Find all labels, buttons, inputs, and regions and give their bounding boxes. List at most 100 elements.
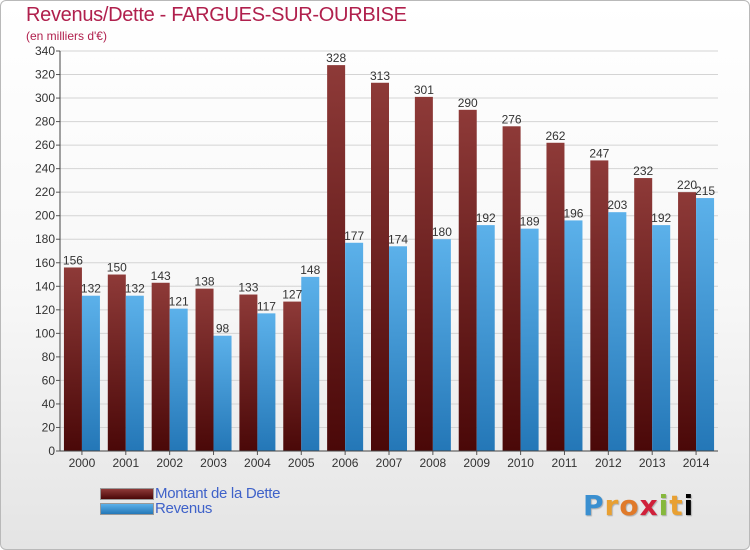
data-label-revenue: 180	[432, 225, 452, 239]
proxiti-logo: Proxiti	[583, 489, 695, 522]
x-tick-label: 2008	[420, 456, 447, 470]
bar-revenue	[652, 225, 671, 451]
bar-debt	[546, 142, 565, 451]
bar-debt	[63, 267, 82, 451]
y-tick-label: 220	[35, 185, 55, 199]
x-tick-label: 2000	[69, 456, 96, 470]
y-tick-label: 300	[35, 91, 55, 105]
y-tick-label: 160	[35, 256, 55, 270]
y-axis-ticks: 0 20 40 60 80 100 120 140 160 180 200 220 240 260 280 3…	[35, 44, 55, 458]
x-tick-label: 2013	[639, 456, 666, 470]
bar-revenue	[696, 198, 715, 451]
bar-debt	[371, 82, 389, 451]
y-tick-label: 20	[42, 420, 56, 434]
y-tick-label: 120	[35, 303, 55, 317]
data-label-debt: 220	[677, 178, 697, 192]
x-tick-label: 2006	[332, 456, 359, 470]
legend-label-debt: Montant de la Dette	[155, 485, 281, 502]
data-label-debt: 143	[151, 269, 171, 283]
data-label-debt: 276	[502, 112, 522, 126]
y-tick-label: 40	[42, 397, 56, 411]
x-tick-label: 2004	[244, 456, 271, 470]
x-tick-label: 2011	[552, 456, 578, 470]
bar-revenue	[564, 220, 583, 451]
bar-revenue	[389, 246, 407, 451]
y-tick-label: 100	[35, 326, 55, 340]
bar-debt	[590, 160, 609, 452]
data-label-revenue: 174	[388, 232, 408, 246]
bars	[63, 65, 715, 452]
data-label-debt: 127	[282, 288, 302, 302]
data-label-debt: 156	[63, 253, 83, 267]
data-label-revenue: 215	[695, 184, 715, 198]
bar-revenue	[345, 242, 364, 451]
bar-debt	[239, 294, 258, 451]
data-label-revenue: 132	[81, 282, 101, 296]
data-label-revenue: 132	[125, 282, 145, 296]
data-label-debt: 150	[107, 261, 127, 275]
data-label-revenue: 98	[216, 322, 230, 336]
y-tick-label: 60	[42, 373, 56, 387]
data-label-revenue: 177	[344, 229, 364, 243]
legend-label-revenue: Revenus	[155, 500, 213, 517]
data-label-revenue: 148	[300, 263, 320, 277]
bar-debt	[327, 65, 346, 451]
y-tick-label: 80	[42, 350, 56, 364]
x-tick-label: 2001	[112, 456, 139, 470]
y-tick-label: 260	[35, 138, 55, 152]
x-tick-label: 2014	[683, 456, 710, 470]
data-label-debt: 232	[633, 164, 653, 178]
x-tick-label: 2003	[200, 456, 227, 470]
data-label-revenue: 203	[607, 198, 627, 212]
data-label-debt: 138	[195, 275, 215, 289]
data-label-debt: 328	[326, 51, 346, 65]
data-label-debt: 313	[370, 69, 390, 83]
bar-revenue	[432, 239, 451, 451]
bar-debt	[151, 282, 170, 451]
y-tick-label: 180	[35, 232, 55, 246]
x-tick-label: 2010	[507, 456, 534, 470]
y-tick-label: 320	[35, 68, 55, 82]
axes	[56, 50, 718, 455]
data-label-debt: 290	[458, 96, 478, 110]
x-tick-label: 2005	[288, 456, 315, 470]
data-label-debt: 262	[545, 129, 565, 143]
bar-revenue	[81, 295, 100, 451]
bar-revenue	[257, 313, 276, 451]
legend-swatch-revenue	[100, 503, 154, 515]
bar-revenue	[169, 308, 188, 451]
data-label-revenue: 192	[476, 211, 496, 225]
bar-debt	[107, 274, 126, 451]
data-label-revenue: 192	[651, 211, 671, 225]
y-tick-label: 240	[35, 162, 55, 176]
bar-debt	[283, 301, 302, 451]
data-label-debt: 301	[414, 83, 434, 97]
y-tick-label: 200	[35, 209, 55, 223]
bar-revenue	[125, 295, 144, 451]
x-axis-ticks: 2000 2001 2002 2003 2004 2005 2006 2007 2008 2009…	[69, 456, 710, 470]
x-tick-label: 2007	[376, 456, 403, 470]
data-label-debt: 133	[238, 281, 258, 295]
legend-swatch-debt	[100, 488, 154, 500]
bar-debt	[414, 96, 433, 451]
y-tick-label: 0	[48, 444, 55, 458]
bar-revenue	[520, 228, 539, 451]
bar-debt	[195, 288, 214, 451]
y-tick-label: 340	[35, 44, 55, 58]
data-label-revenue: 117	[257, 299, 276, 313]
x-tick-label: 2002	[156, 456, 183, 470]
bar-debt	[634, 178, 653, 451]
data-label-revenue: 121	[169, 295, 189, 309]
x-tick-label: 2012	[595, 456, 622, 470]
data-label-revenue: 196	[563, 206, 583, 220]
y-tick-label: 140	[35, 279, 55, 293]
bar-debt	[502, 126, 521, 451]
bar-debt	[458, 109, 477, 451]
data-label-revenue: 189	[520, 215, 540, 229]
bar-revenue	[213, 335, 232, 451]
bar-revenue	[476, 225, 495, 451]
data-label-debt: 247	[589, 146, 609, 160]
bar-revenue	[301, 276, 320, 451]
y-tick-label: 280	[35, 115, 55, 129]
